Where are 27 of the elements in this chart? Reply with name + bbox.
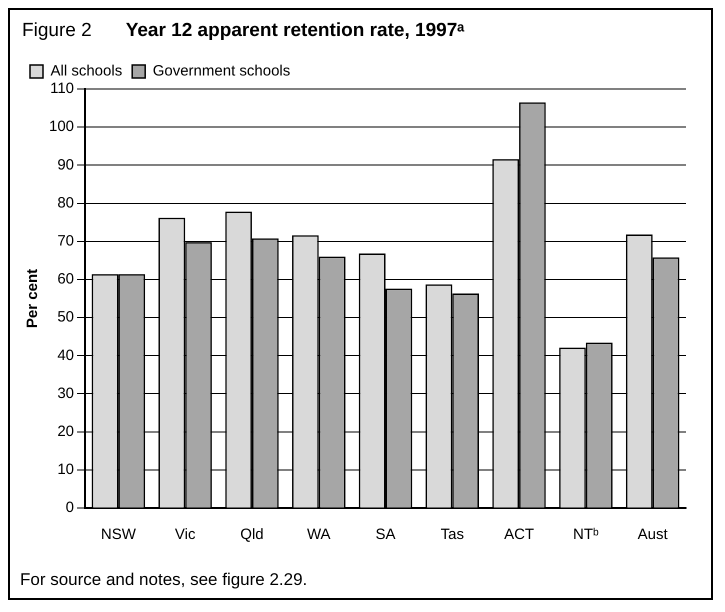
- chart-subtitle: Figure 2: [22, 20, 92, 42]
- y-tick-label: 0: [66, 499, 74, 516]
- x-tick-label: SA: [376, 526, 396, 544]
- text: For source and notes, see figure 2.29.: [20, 570, 308, 590]
- x-tick-label: ACT: [504, 526, 534, 544]
- chart-title: Year 12 apparent retention rate, 1997ᵃ: [126, 20, 464, 42]
- legend-label: Government schools: [152, 62, 290, 80]
- x-tick-label: WA: [306, 526, 331, 544]
- y-tick-label: 50: [57, 308, 74, 326]
- y-axis-title: Per cent: [24, 268, 42, 328]
- y-tick-label: 70: [57, 232, 74, 250]
- y-tick-label: 80: [57, 194, 74, 212]
- x-tick-label: Aust: [638, 526, 668, 544]
- y-tick-label: 110: [50, 80, 74, 98]
- y-tick-label: 20: [57, 422, 74, 440]
- y-tick-label: 60: [57, 270, 74, 288]
- x-tick-label: NSW: [100, 526, 137, 544]
- y-tick-label: 10: [57, 461, 74, 478]
- x-tick-label: Tas: [440, 526, 464, 544]
- x-tick-label: Qld: [240, 526, 264, 544]
- legend-label: All schools: [50, 62, 122, 80]
- y-tick-label: 100: [48, 118, 74, 136]
- x-tick-label: Vic: [174, 526, 196, 544]
- y-tick-label: 90: [57, 156, 74, 174]
- y-tick-label: 30: [57, 384, 74, 402]
- x-tick-label: NTᵇ: [573, 526, 599, 544]
- y-tick-label: 40: [57, 346, 74, 364]
